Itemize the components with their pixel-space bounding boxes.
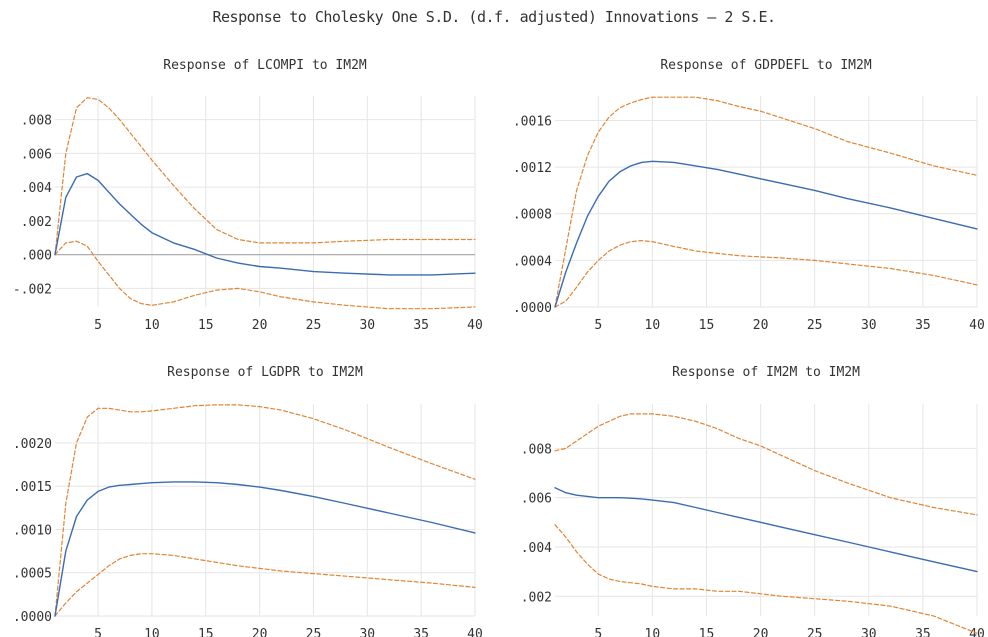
x-tick-label: 40 <box>467 318 483 333</box>
x-tick-label: 10 <box>144 627 160 637</box>
x-tick-label: 5 <box>94 318 102 333</box>
x-tick-label: 15 <box>699 627 715 637</box>
x-tick-label: 20 <box>753 627 769 637</box>
y-tick-label: .0005 <box>13 567 52 582</box>
x-tick-label: 5 <box>594 318 602 333</box>
x-tick-label: 40 <box>969 318 985 333</box>
panel-title: Response of LCOMPI to IM2M <box>163 58 367 73</box>
x-tick-label: 40 <box>467 627 483 637</box>
x-tick-label: 35 <box>915 318 931 333</box>
y-tick-label: .0008 <box>513 208 552 223</box>
x-tick-label: 20 <box>252 627 268 637</box>
panel-title: Response of GDPDEFL to IM2M <box>660 58 871 73</box>
y-tick-label: .006 <box>21 147 52 162</box>
y-tick-label: .002 <box>521 590 552 605</box>
figure-title: Response to Cholesky One S.D. (d.f. adju… <box>212 8 776 26</box>
panel-2: Response of GDPDEFL to IM2M 5 10 15 20 25 30 35… <box>513 58 985 333</box>
x-tick-label: 10 <box>144 318 160 333</box>
y-tick-label: .002 <box>21 215 52 230</box>
panel-title: Response of LGDPR to IM2M <box>167 365 363 380</box>
x-tick-label: 15 <box>198 627 214 637</box>
x-tick-label: 25 <box>306 318 322 333</box>
x-tick-label: 30 <box>359 627 375 637</box>
se-band-upper <box>554 96 978 308</box>
x-tick-label: 20 <box>753 318 769 333</box>
x-tick-label: 25 <box>807 318 823 333</box>
x-tick-label: 10 <box>645 318 661 333</box>
y-tick-label: .008 <box>21 114 52 129</box>
se-band-upper <box>554 413 978 516</box>
y-tick-label: .000 <box>21 249 52 264</box>
x-tick-label: 30 <box>359 318 375 333</box>
panel-4: Response of IM2M to IM2M 5 10 15 20 25 30 35 40.… <box>521 365 985 637</box>
y-tick-label: .004 <box>21 181 52 196</box>
se-band-lower <box>554 240 978 308</box>
y-tick-label: .0012 <box>513 161 552 176</box>
se-band-upper <box>54 97 476 256</box>
x-tick-label: 25 <box>306 627 322 637</box>
panel-1: Response of LCOMPI to IM2M 5 10 15 20 25 30 35 4… <box>13 58 483 333</box>
y-tick-label: .006 <box>521 492 552 507</box>
panel-title: Response of IM2M to IM2M <box>672 365 860 380</box>
y-tick-label: .0010 <box>13 523 52 538</box>
y-tick-label: .0000 <box>513 301 552 316</box>
x-tick-label: 15 <box>699 318 715 333</box>
x-tick-label: 5 <box>594 627 602 637</box>
response-line <box>54 481 476 617</box>
x-tick-label: 15 <box>198 318 214 333</box>
x-tick-label: 35 <box>413 318 429 333</box>
response-line <box>54 172 476 276</box>
x-tick-label: 20 <box>252 318 268 333</box>
x-tick-label: 40 <box>969 627 985 637</box>
panel-3: Response of LGDPR to IM2M 5 10 15 20 25 30 35 40… <box>13 365 483 637</box>
y-tick-label: -.002 <box>13 282 52 297</box>
se-band-upper <box>54 404 476 617</box>
x-tick-label: 10 <box>645 627 661 637</box>
y-tick-label: .008 <box>521 442 552 457</box>
x-tick-label: 5 <box>94 627 102 637</box>
x-tick-label: 35 <box>413 627 429 637</box>
y-tick-label: .0016 <box>513 114 552 129</box>
x-tick-label: 25 <box>807 627 823 637</box>
response-line <box>554 160 978 308</box>
y-tick-label: .0004 <box>513 254 552 269</box>
y-tick-label: .0015 <box>13 480 52 495</box>
y-tick-label: .004 <box>521 541 552 556</box>
x-tick-label: 30 <box>861 318 877 333</box>
response-line <box>554 487 978 573</box>
se-band-lower <box>54 553 476 617</box>
se-band-lower <box>54 240 476 310</box>
x-tick-label: 35 <box>915 627 931 637</box>
se-band-lower <box>554 524 978 634</box>
y-tick-label: .0020 <box>13 437 52 452</box>
y-tick-label: .0000 <box>13 610 52 625</box>
x-tick-label: 30 <box>861 627 877 637</box>
